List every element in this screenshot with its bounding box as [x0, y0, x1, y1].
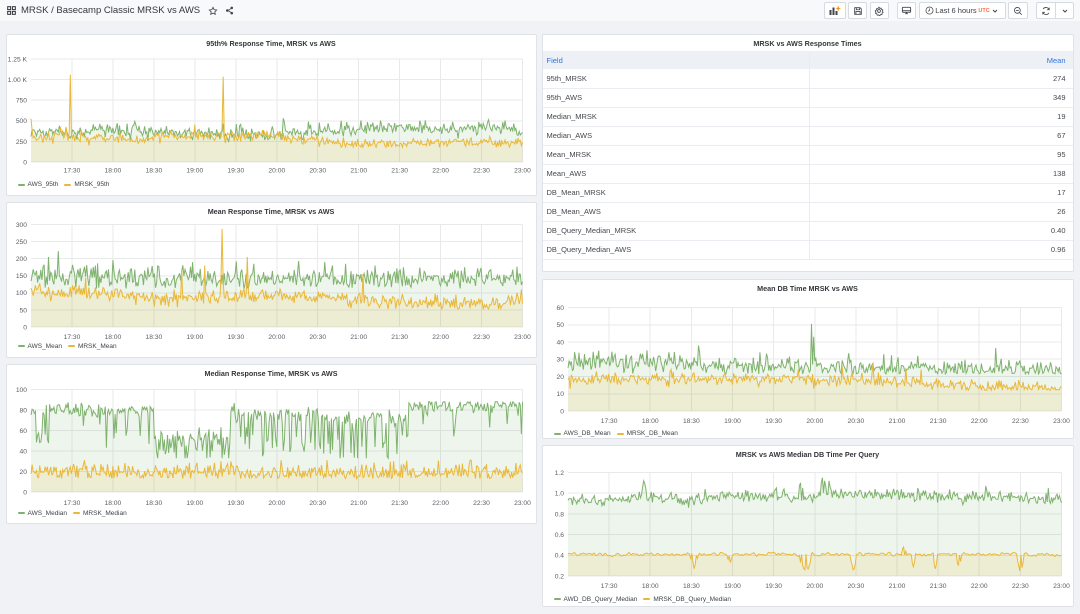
svg-text:21:00: 21:00: [350, 168, 367, 175]
svg-text:20:30: 20:30: [309, 168, 326, 175]
svg-text:0.4: 0.4: [554, 553, 564, 560]
svg-text:21:00: 21:00: [888, 418, 905, 425]
svg-text:22:00: 22:00: [970, 583, 987, 590]
svg-text:22:00: 22:00: [432, 168, 449, 175]
svg-text:19:30: 19:30: [765, 583, 782, 590]
svg-text:17:30: 17:30: [63, 168, 80, 175]
svg-text:21:00: 21:00: [888, 583, 905, 590]
svg-text:20:00: 20:00: [268, 500, 285, 507]
svg-text:20:30: 20:30: [847, 583, 864, 590]
svg-text:19:30: 19:30: [227, 500, 244, 507]
svg-text:18:30: 18:30: [145, 500, 162, 507]
svg-text:21:30: 21:30: [929, 583, 946, 590]
svg-text:50: 50: [19, 307, 27, 314]
svg-text:80: 80: [19, 407, 27, 414]
svg-text:23:00: 23:00: [1053, 418, 1070, 425]
svg-text:22:30: 22:30: [473, 500, 490, 507]
svg-text:0.2: 0.2: [554, 573, 564, 580]
svg-text:0.8: 0.8: [554, 511, 564, 518]
svg-text:18:30: 18:30: [683, 418, 700, 425]
svg-text:0.6: 0.6: [554, 532, 564, 539]
svg-text:21:30: 21:30: [391, 168, 408, 175]
svg-text:18:30: 18:30: [683, 583, 700, 590]
svg-text:21:30: 21:30: [391, 500, 408, 507]
svg-text:23:00: 23:00: [514, 334, 531, 341]
svg-text:40: 40: [19, 448, 27, 455]
svg-text:19:00: 19:00: [186, 168, 203, 175]
svg-text:22:30: 22:30: [1012, 418, 1029, 425]
svg-text:1.25 K: 1.25 K: [7, 56, 27, 63]
svg-text:21:30: 21:30: [391, 334, 408, 341]
svg-text:0: 0: [23, 324, 27, 331]
svg-text:20:30: 20:30: [309, 334, 326, 341]
svg-text:17:30: 17:30: [63, 334, 80, 341]
svg-text:40: 40: [556, 339, 564, 346]
svg-text:1.2: 1.2: [554, 470, 564, 477]
svg-text:17:30: 17:30: [600, 418, 617, 425]
svg-text:20:30: 20:30: [847, 418, 864, 425]
svg-text:19:00: 19:00: [724, 583, 741, 590]
svg-text:23:00: 23:00: [514, 168, 531, 175]
svg-text:18:00: 18:00: [104, 168, 121, 175]
svg-text:20:00: 20:00: [268, 168, 285, 175]
svg-text:10: 10: [556, 391, 564, 398]
svg-text:23:00: 23:00: [514, 500, 531, 507]
svg-text:17:30: 17:30: [600, 583, 617, 590]
svg-text:20:00: 20:00: [268, 334, 285, 341]
svg-text:21:30: 21:30: [929, 418, 946, 425]
svg-text:21:00: 21:00: [350, 500, 367, 507]
svg-text:22:00: 22:00: [432, 334, 449, 341]
svg-text:150: 150: [15, 273, 26, 280]
svg-text:21:00: 21:00: [350, 334, 367, 341]
svg-text:250: 250: [15, 239, 26, 246]
svg-text:23:00: 23:00: [1053, 583, 1070, 590]
svg-text:20:00: 20:00: [806, 583, 823, 590]
svg-text:19:30: 19:30: [227, 334, 244, 341]
svg-text:100: 100: [15, 387, 26, 394]
svg-text:60: 60: [556, 305, 564, 312]
svg-text:20:30: 20:30: [309, 500, 326, 507]
svg-text:17:30: 17:30: [63, 500, 80, 507]
svg-text:18:00: 18:00: [641, 583, 658, 590]
svg-text:60: 60: [19, 428, 27, 435]
svg-text:19:30: 19:30: [227, 168, 244, 175]
svg-text:300: 300: [15, 222, 26, 229]
svg-text:22:00: 22:00: [432, 500, 449, 507]
svg-text:22:30: 22:30: [1012, 583, 1029, 590]
svg-text:0: 0: [23, 489, 27, 496]
svg-text:18:00: 18:00: [641, 418, 658, 425]
svg-text:50: 50: [556, 322, 564, 329]
svg-text:20: 20: [556, 374, 564, 381]
svg-text:750: 750: [15, 98, 26, 105]
svg-text:1.0: 1.0: [554, 491, 564, 498]
svg-text:30: 30: [556, 357, 564, 364]
svg-text:20: 20: [19, 469, 27, 476]
svg-text:1.00 K: 1.00 K: [7, 77, 27, 84]
svg-text:18:00: 18:00: [104, 334, 121, 341]
svg-text:19:00: 19:00: [724, 418, 741, 425]
svg-text:250: 250: [15, 139, 26, 146]
svg-text:22:00: 22:00: [970, 418, 987, 425]
svg-text:20:00: 20:00: [806, 418, 823, 425]
svg-text:500: 500: [15, 118, 26, 125]
svg-text:200: 200: [15, 256, 26, 263]
svg-text:18:30: 18:30: [145, 334, 162, 341]
svg-text:0: 0: [23, 159, 27, 166]
svg-text:18:00: 18:00: [104, 500, 121, 507]
svg-text:18:30: 18:30: [145, 168, 162, 175]
svg-text:100: 100: [15, 290, 26, 297]
svg-text:19:00: 19:00: [186, 500, 203, 507]
svg-text:19:00: 19:00: [186, 334, 203, 341]
svg-text:22:30: 22:30: [473, 168, 490, 175]
svg-text:22:30: 22:30: [473, 334, 490, 341]
svg-text:19:30: 19:30: [765, 418, 782, 425]
svg-text:0: 0: [560, 408, 564, 415]
